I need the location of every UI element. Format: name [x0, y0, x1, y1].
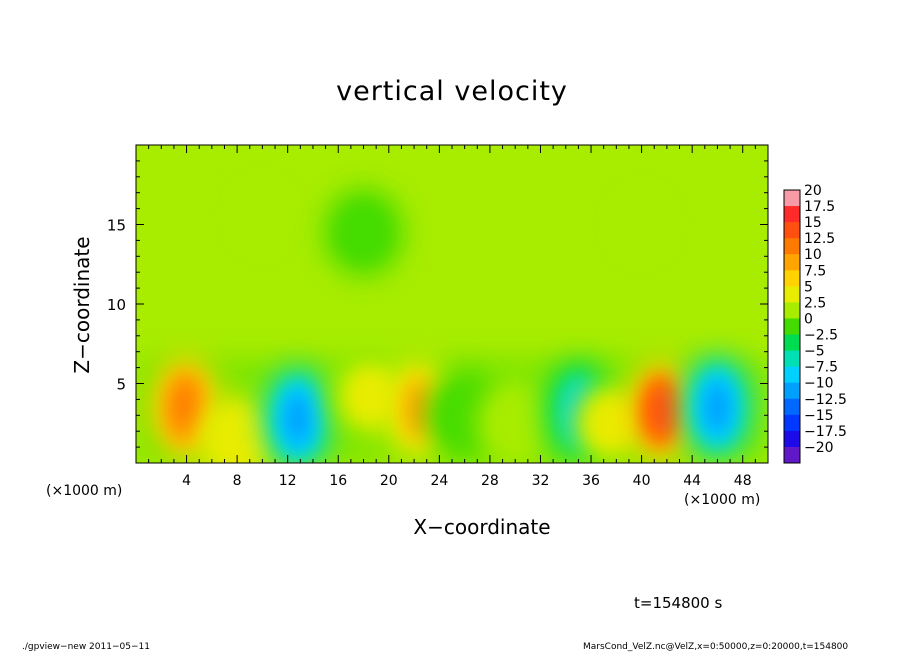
x-axis-label: X−coordinate [413, 515, 551, 539]
colorbar-swatch [784, 238, 800, 255]
colorbar-label: −15 [804, 408, 834, 424]
colorbar-swatch [784, 270, 800, 287]
colorbar-label: 0 [804, 311, 813, 327]
footer-right: MarsCond_VelZ.nc@VelZ,x=0:50000,z=0:2000… [583, 642, 849, 652]
field-feature-core [648, 385, 673, 436]
y-tick-label: 10 [107, 296, 126, 314]
x-tick-label: 44 [683, 473, 701, 489]
x-tick-label: 12 [279, 473, 297, 489]
x-tick-label: 8 [233, 473, 242, 489]
x-tick-label: 24 [430, 473, 448, 489]
x-tick-label: 48 [734, 473, 752, 489]
field-feature [615, 194, 668, 255]
colorbar-label: −5 [804, 344, 825, 360]
colorbar-label: −20 [804, 440, 834, 456]
colorbar-swatch [784, 254, 800, 271]
colorbar-label: −2.5 [804, 328, 838, 344]
colorbar-swatch [784, 222, 800, 239]
x-tick-label: 36 [582, 473, 600, 489]
field-feature [337, 202, 390, 263]
colorbar-swatch [784, 318, 800, 336]
colorbar-swatch [784, 366, 800, 384]
field-feature [211, 409, 264, 463]
field-feature [584, 393, 636, 454]
x-tick-label: 20 [380, 473, 398, 489]
time-label: t=154800 s [634, 594, 723, 612]
colorbar-swatch [784, 414, 800, 432]
y-axis-label: Z−coordinate [70, 236, 94, 374]
colorbar-label: 5 [804, 279, 813, 295]
x-tick-label: 28 [481, 473, 499, 489]
x-unit-right: (×1000 m) [684, 492, 761, 508]
colorbar-label: 10 [804, 247, 822, 263]
field-feature [489, 393, 542, 454]
field-feature-core [285, 393, 310, 444]
colorbar-swatch [784, 446, 800, 464]
colorbar-swatch [784, 286, 800, 303]
colorbar: 2017.51512.5107.552.50−2.5−5−7.5−10−12.5… [783, 183, 847, 464]
colorbar-label: 2.5 [804, 295, 826, 311]
chart-title: vertical velocity [336, 76, 568, 107]
colorbar-swatch [784, 206, 800, 223]
field-feature-core [705, 382, 730, 433]
colorbar-label: −7.5 [804, 360, 838, 376]
footer-left: ./gpview−new 2011−05−11 [22, 642, 150, 652]
colorbar-label: 20 [804, 183, 822, 199]
y-tick-label: 5 [116, 376, 126, 394]
field-feature [236, 186, 289, 247]
x-tick-label: 32 [532, 473, 550, 489]
y-axis: 5 10 15 [107, 160, 768, 448]
colorbar-swatch [784, 334, 800, 352]
heatmap-field [136, 145, 768, 463]
x-tick-label: 40 [633, 473, 651, 489]
colorbar-label: 7.5 [804, 263, 826, 279]
y-tick-label: 15 [107, 217, 126, 235]
field-feature [343, 366, 396, 427]
colorbar-swatch [784, 190, 800, 207]
colorbar-label: 15 [804, 215, 822, 231]
colorbar-swatch [784, 430, 800, 448]
field-feature-core [173, 382, 198, 433]
x-tick-label: 4 [182, 473, 191, 489]
colorbar-swatch [784, 350, 800, 368]
colorbar-swatch [784, 398, 800, 416]
colorbar-label: −10 [804, 376, 834, 392]
x-unit-left: (×1000 m) [46, 483, 123, 499]
x-axis: 4 8 12 16 20 24 28 32 36 40 44 48 [148, 145, 756, 489]
colorbar-label: −12.5 [804, 392, 847, 408]
colorbar-label: −17.5 [804, 424, 847, 440]
colorbar-label: 17.5 [804, 199, 835, 215]
colorbar-frame [783, 189, 801, 464]
colorbar-swatch [784, 302, 800, 319]
colorbar-swatch [784, 382, 800, 400]
colorbar-label: 12.5 [804, 231, 835, 247]
x-tick-label: 16 [329, 473, 347, 489]
